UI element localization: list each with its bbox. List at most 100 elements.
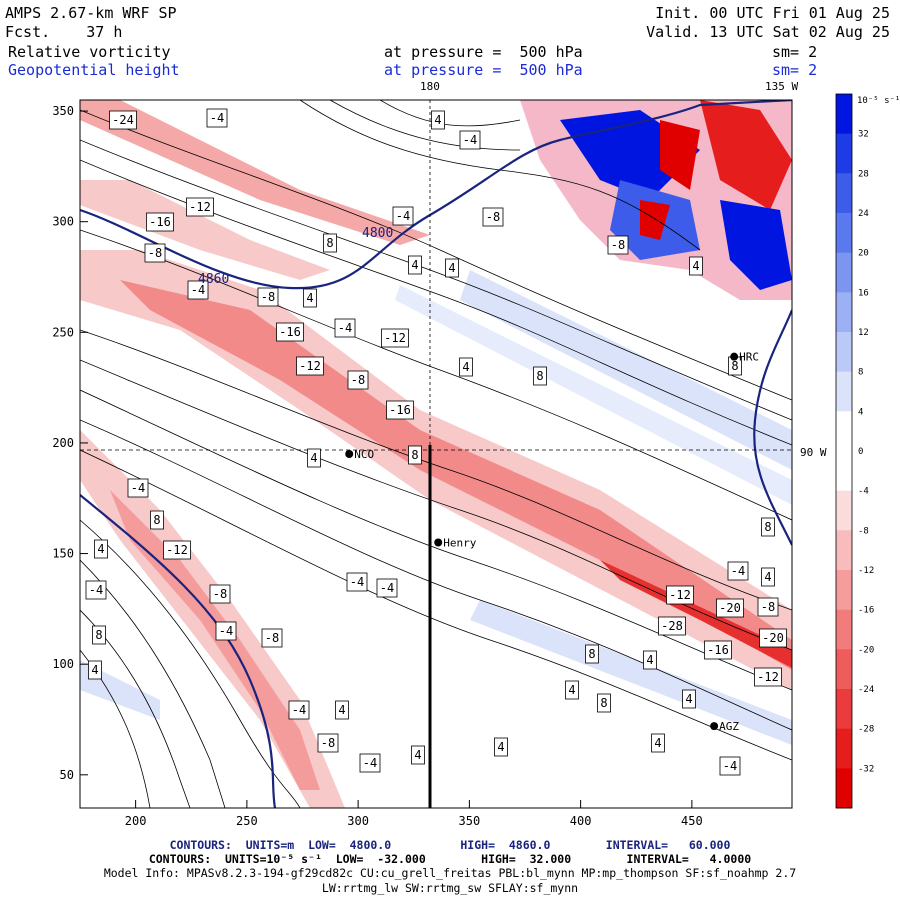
y-tick-label: 350 bbox=[52, 104, 74, 118]
contour-label: -4 bbox=[338, 321, 352, 335]
positive-vorticity-band bbox=[470, 600, 792, 745]
plot-frame bbox=[79, 99, 793, 809]
contour-label: 4 bbox=[448, 261, 455, 275]
contour-label-box bbox=[392, 206, 414, 226]
init-time: Init. 00 UTC Fri 01 Aug 25 bbox=[655, 4, 890, 22]
contour-label: -12 bbox=[166, 543, 188, 557]
colorbar-tick-label: -16 bbox=[858, 606, 874, 616]
contour-label-box bbox=[144, 243, 166, 263]
contour-label-box bbox=[459, 357, 473, 377]
contour-label: -28 bbox=[661, 619, 683, 633]
contour-label: -12 bbox=[384, 331, 406, 345]
contour-label: 4 bbox=[568, 683, 575, 697]
station-name: NCO bbox=[354, 448, 374, 461]
contour-label: -16 bbox=[389, 403, 411, 417]
contour-label: -4 bbox=[463, 133, 477, 147]
contour-label: 8 bbox=[731, 359, 738, 373]
positive-vorticity-band bbox=[460, 270, 792, 470]
contour-label: 8 bbox=[153, 513, 160, 527]
contour-label-box bbox=[163, 540, 191, 560]
contour-label: -4 bbox=[363, 756, 377, 770]
valid-time: Valid. 13 UTC Sat 02 Aug 25 bbox=[646, 23, 890, 41]
colorbar-tick-label: 16 bbox=[858, 288, 869, 298]
x-tick-label: 200 bbox=[125, 814, 147, 828]
colorbar-swatch bbox=[836, 94, 852, 135]
contour-labels: -24 -4 4 -4 -12 -16 -8 -4 -8 4 8 4 -4 -8 -12 -16 -12 -8 -1… bbox=[85, 108, 787, 776]
colorbar-swatch bbox=[836, 451, 852, 492]
contour-label-box bbox=[689, 256, 703, 276]
contour-label-box bbox=[682, 689, 696, 709]
contour-label-box bbox=[445, 258, 459, 278]
colorbar-swatch bbox=[836, 252, 852, 293]
contour-label-box bbox=[666, 585, 694, 605]
contour-label: -4 bbox=[396, 209, 410, 223]
contour-label: -8 bbox=[265, 631, 279, 645]
label-180: 180 bbox=[420, 80, 440, 93]
contour-label: -4 bbox=[210, 111, 224, 125]
contour-label: 4 bbox=[685, 692, 692, 706]
station-name: AGZ bbox=[719, 720, 739, 733]
contour-label-box bbox=[607, 235, 629, 255]
contour-label: -12 bbox=[299, 359, 321, 373]
contour-label-box bbox=[658, 616, 686, 636]
contour-label-box bbox=[757, 597, 779, 617]
contour-label: 4 bbox=[306, 291, 313, 305]
colorbar: 32 28 24 20 16 12 8 4 0 -4 -8 -12 -16 -20 -24 -28 -32 bbox=[835, 93, 874, 809]
contour-label-box bbox=[759, 628, 787, 648]
colorbar-swatch bbox=[836, 133, 852, 174]
contour-label: -4 bbox=[191, 283, 205, 297]
contour-label-box bbox=[317, 733, 339, 753]
contour-label-box bbox=[651, 733, 665, 753]
contour-label: -4 bbox=[89, 583, 103, 597]
station-marker bbox=[730, 352, 739, 361]
contour-line bbox=[80, 229, 792, 521]
contour-label-box bbox=[303, 288, 317, 308]
height-label: 4800 bbox=[362, 226, 393, 241]
colorbar-tick-label: -24 bbox=[858, 685, 874, 695]
colorbar-tick-label: 8 bbox=[858, 368, 863, 378]
station-name: HRC bbox=[739, 351, 759, 364]
intense-positive-cell bbox=[720, 200, 792, 290]
contour-label-box bbox=[296, 356, 324, 376]
contour-label-box bbox=[146, 212, 174, 232]
contour-line bbox=[80, 419, 792, 731]
contour-label: -12 bbox=[757, 670, 779, 684]
colorbar-unit: 10⁻⁵ s⁻¹ bbox=[857, 96, 900, 106]
contour-label-box bbox=[323, 233, 337, 253]
model-title: AMPS 2.67-km WRF SP bbox=[5, 4, 177, 22]
geopotential-contours bbox=[80, 100, 792, 808]
x-tick-label: 300 bbox=[347, 814, 369, 828]
contour-label: -8 bbox=[611, 238, 625, 252]
colorbar-swatch bbox=[836, 530, 852, 571]
colorbar-swatch bbox=[836, 411, 852, 452]
x-tick-label: 400 bbox=[570, 814, 592, 828]
contour-label: 4 bbox=[91, 663, 98, 677]
contour-label: -8 bbox=[213, 587, 227, 601]
contour-label-box bbox=[307, 448, 321, 468]
contour-label-box bbox=[186, 197, 214, 217]
contour-label: 4 bbox=[764, 570, 771, 584]
y-tick-label: 300 bbox=[52, 215, 74, 229]
colorbar-tick-label: 20 bbox=[858, 249, 869, 259]
x-axis: 200 250 300 350 400 450 bbox=[125, 800, 703, 828]
contour-label: 8 bbox=[764, 520, 771, 534]
contour-line bbox=[80, 109, 792, 401]
contour-label-box bbox=[206, 108, 228, 128]
contour-label: 8 bbox=[600, 696, 607, 710]
contour-label: 4 bbox=[338, 703, 345, 717]
contour-label: 4 bbox=[411, 258, 418, 272]
contour-label-box bbox=[209, 584, 231, 604]
station-name: Henry bbox=[443, 537, 476, 550]
contour-label-box bbox=[92, 625, 106, 645]
model-info-physics: LW:rrtmg_lw SW:rrtmg_sw SFLAY:sf_mynn bbox=[321, 881, 579, 895]
contour-label-box bbox=[597, 693, 611, 713]
contour-label: -4 bbox=[380, 581, 394, 595]
label-135w: 135 W bbox=[765, 80, 798, 93]
contour-label-box bbox=[94, 539, 108, 559]
contour-label-box bbox=[585, 644, 599, 664]
colorbar-tick-label: 24 bbox=[858, 209, 869, 219]
colorbar-tick-label: 0 bbox=[858, 447, 863, 457]
contour-label-box bbox=[187, 280, 209, 300]
